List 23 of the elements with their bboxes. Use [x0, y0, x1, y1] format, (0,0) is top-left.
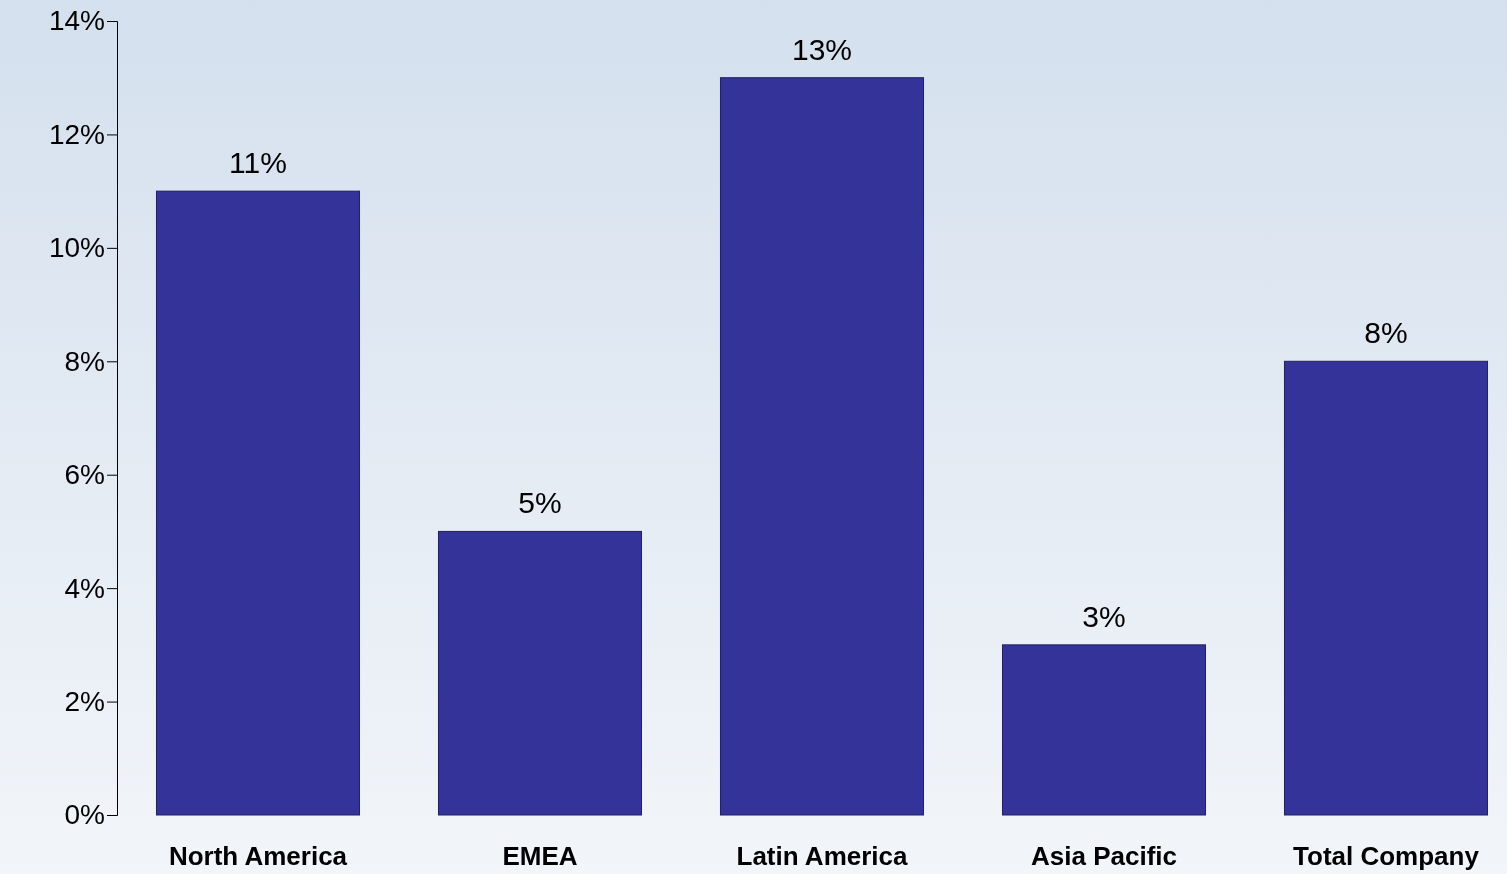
x-tick-label: EMEA — [502, 841, 578, 871]
bar — [719, 77, 925, 816]
bar — [437, 530, 643, 816]
y-tick-label: 10% — [48, 232, 105, 264]
y-tick-label: 8% — [64, 345, 105, 377]
data-label: 5% — [518, 486, 562, 520]
bar — [1001, 644, 1207, 816]
y-tick-label: 12% — [48, 118, 105, 150]
data-label: 8% — [1364, 316, 1408, 350]
bar — [155, 190, 361, 816]
x-tick-label: Latin America — [736, 841, 909, 871]
x-tick-label: North America — [168, 841, 348, 871]
data-label: 13% — [791, 32, 853, 66]
y-tick-label: 4% — [64, 572, 105, 604]
y-tick-label: 2% — [64, 686, 105, 718]
x-tick-label: Asia Pacific — [1031, 841, 1177, 871]
y-tick-label: 14% — [48, 5, 105, 37]
bar — [1283, 360, 1489, 816]
y-tick-label: 6% — [64, 459, 105, 491]
x-tick-label: Total Company — [1293, 841, 1480, 871]
data-label: 3% — [1082, 599, 1126, 633]
y-tick-label: 0% — [64, 799, 105, 831]
data-label: 11% — [229, 146, 287, 180]
